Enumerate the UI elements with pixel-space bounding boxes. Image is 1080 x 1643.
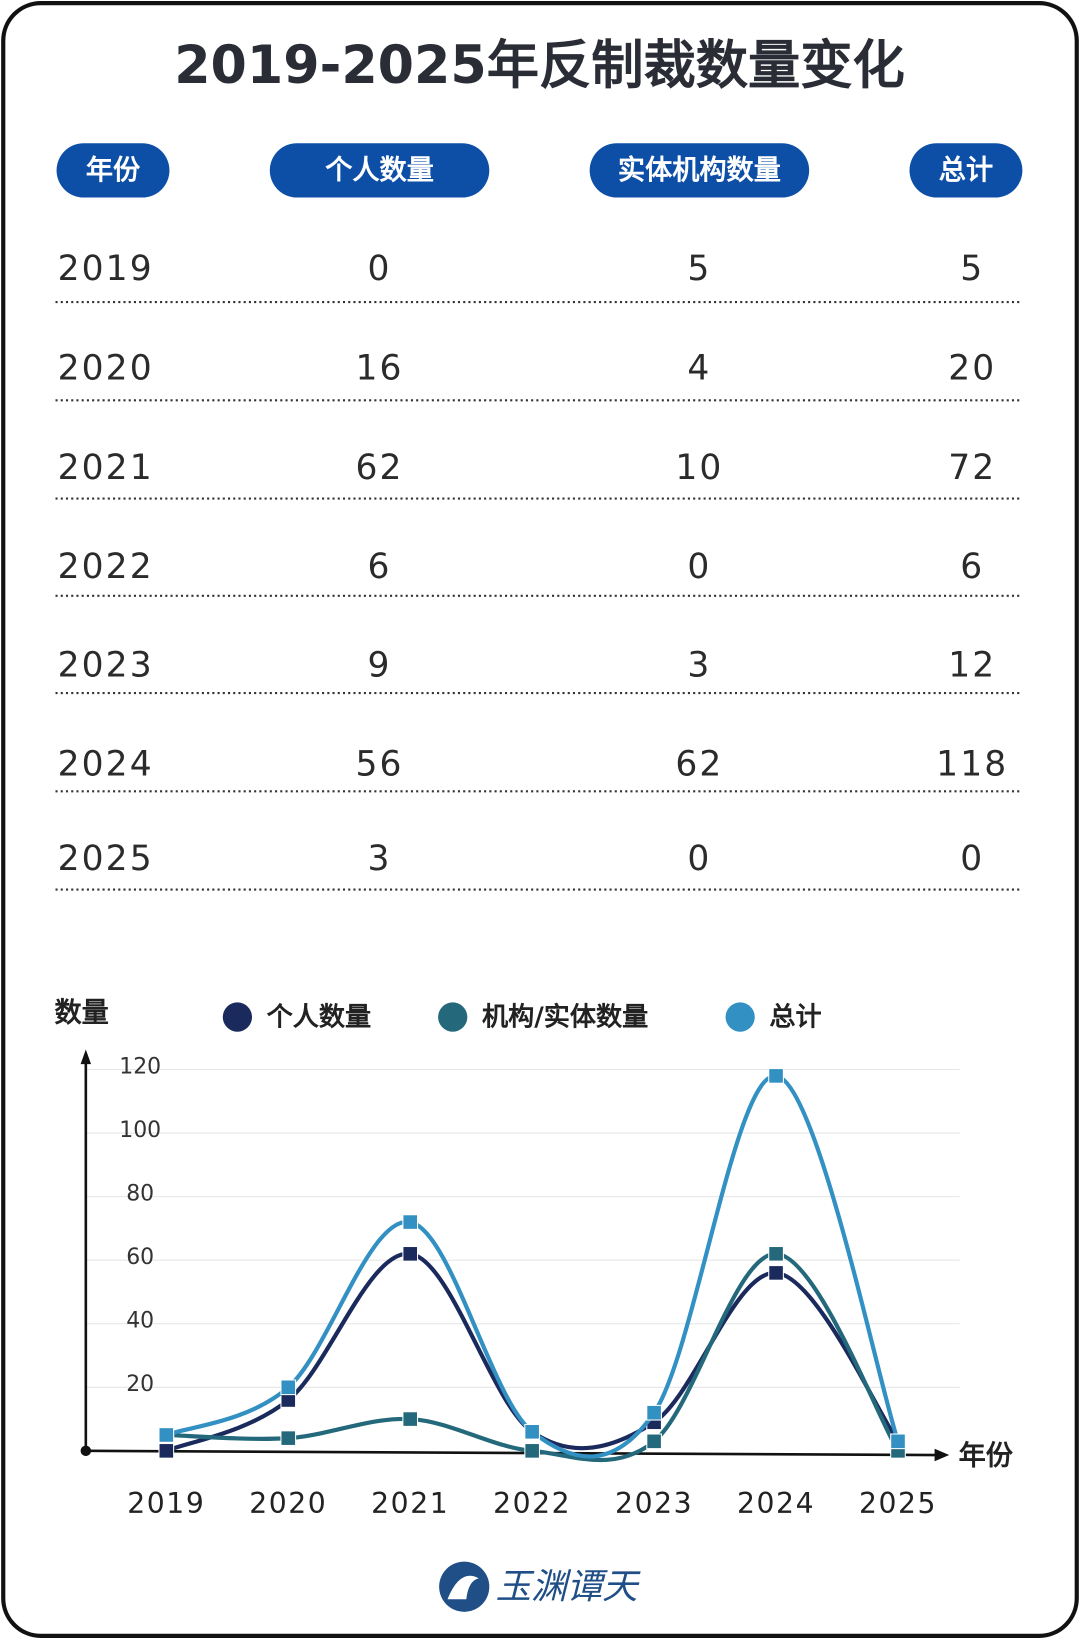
footer: 玉渊谭天 [439,1561,642,1612]
row-cell: 0 [960,839,984,879]
series-marker [158,1427,175,1443]
series-marker [890,1433,906,1450]
legend-label: 个人数量 [267,1003,372,1033]
row-year: 2021 [58,448,154,488]
x-axis-arrow [934,1448,950,1462]
y-tick-label: 120 [119,1054,161,1079]
legend-label: 总计 [769,1003,821,1033]
x-tick-label: 2021 [371,1487,449,1520]
row-cell: 5 [960,249,984,289]
logo-icon-wave [447,1575,479,1600]
origin-dot [80,1445,92,1457]
table: 年份 个人数量 实体机构数量 总计 2019 0 5 5 2020 16 4 20 2021 62 10 72… [55,143,1023,891]
row-cell: 6 [960,547,984,587]
series-marker [768,1265,784,1281]
x-tick-label: 2022 [493,1487,571,1520]
series-marker [158,1443,175,1459]
series-marker [768,1068,784,1084]
x-tick-label: 2019 [127,1487,205,1520]
legend-dot [438,1002,468,1032]
x-axis-label: 年份 [959,1440,1014,1472]
header-label: 个人数量 [325,155,434,186]
series-marker [402,1214,419,1230]
header-pill [269,143,490,198]
row-year: 2019 [58,249,154,289]
series-marker [768,1245,784,1262]
header-pill [56,143,170,198]
series-marker [646,1404,662,1421]
series-marker [402,1411,419,1427]
row-year: 2022 [58,547,154,587]
row-cell: 20 [948,349,996,389]
row-cell: 10 [675,448,723,488]
row-cell: 12 [948,645,996,685]
header-label: 年份 [86,154,141,186]
row-cell: 56 [356,745,404,785]
y-tick-label: 100 [119,1118,161,1143]
row-year: 2020 [58,349,154,389]
row-cell: 62 [356,448,404,488]
row-cell: 3 [368,839,392,879]
legend-dot [725,1002,755,1032]
row-year: 2023 [58,645,154,685]
header-label: 总计 [939,155,993,186]
header-pill [909,143,1023,198]
row-cell: 0 [368,249,392,289]
series-marker [524,1423,540,1440]
series-marker [524,1443,540,1459]
row-cell: 4 [687,349,711,389]
x-axis [85,1449,939,1457]
series-marker [280,1430,297,1446]
row-year: 2025 [58,839,154,879]
x-tick-label: 2024 [737,1487,815,1520]
legend-label: 机构/实体数量 [482,1002,648,1033]
row-cell: 16 [356,349,404,389]
row-cell: 5 [687,249,711,289]
y-tick-label: 80 [126,1182,154,1207]
series-marker [646,1433,662,1450]
row-cell: 0 [687,547,711,587]
y-tick-label: 40 [126,1309,154,1334]
row-cell: 9 [368,645,392,685]
series-marker [402,1245,419,1262]
y-axis-label: 数量 [54,997,108,1028]
brand: 玉渊谭天 [496,1566,642,1607]
y-tick-label: 20 [126,1372,154,1397]
header-pill [589,143,810,198]
x-tick-label: 2020 [249,1487,327,1520]
x-tick-label: 2025 [859,1487,937,1520]
legend-dot [222,1002,253,1032]
series-line [165,1073,900,1459]
header-label: 实体机构数量 [618,154,781,186]
y-axis-arrow [80,1049,92,1065]
row-cell: 6 [368,547,392,587]
row-year: 2024 [58,745,154,785]
row-cell: 72 [948,448,996,488]
row-cell: 0 [687,839,711,879]
row-cell: 118 [936,745,1008,785]
series-marker [280,1379,297,1396]
title: 2019-2025年反制裁数量变化 [174,35,905,96]
row-cell: 62 [675,745,723,785]
x-tick-label: 2023 [615,1487,693,1520]
y-tick-label: 60 [126,1245,154,1270]
row-cell: 3 [687,645,711,685]
